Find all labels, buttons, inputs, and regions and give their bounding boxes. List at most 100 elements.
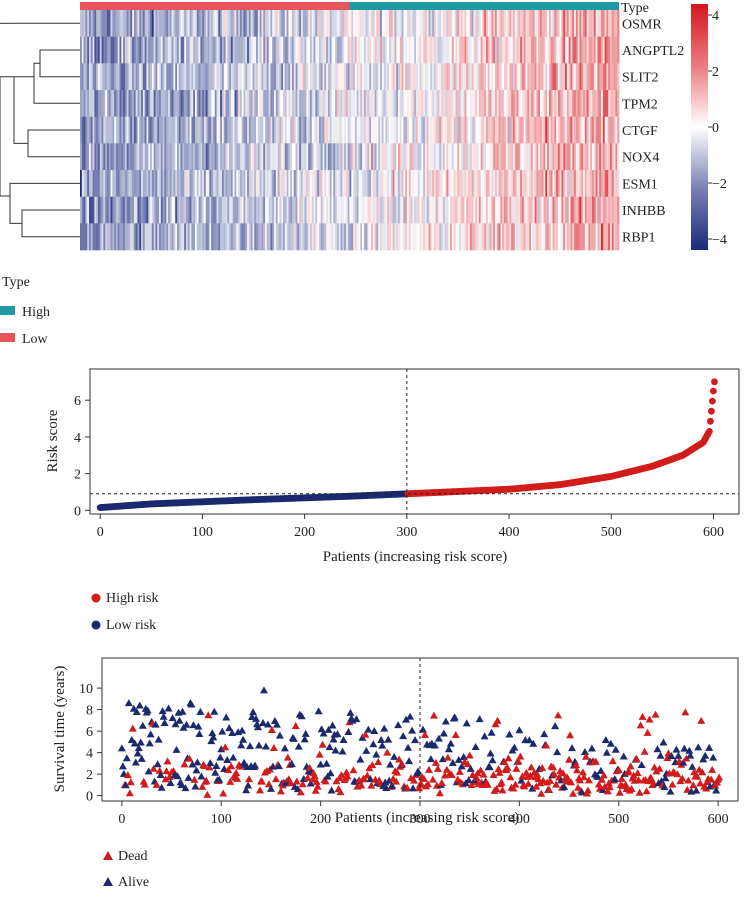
survival-point-alive xyxy=(593,772,602,780)
heatmap-cell xyxy=(532,223,535,251)
heatmap-cell xyxy=(521,10,525,37)
heatmap-cell xyxy=(599,90,602,117)
heatmap-cell xyxy=(286,223,289,251)
heatmap-cell xyxy=(311,143,314,171)
survival-point-dead xyxy=(455,767,464,775)
heatmap-cell xyxy=(225,223,228,251)
heatmap-cell xyxy=(471,10,474,37)
heatmap-cell xyxy=(230,63,234,91)
heatmap-cell xyxy=(81,170,84,197)
survival-point-dead xyxy=(715,773,724,781)
legend-label-low: Low xyxy=(22,332,49,347)
heatmap-cell xyxy=(324,10,327,37)
heatmap-cell xyxy=(202,63,205,91)
heatmap-cell xyxy=(236,170,239,197)
heatmap-cell xyxy=(433,196,437,224)
heatmap-cell xyxy=(166,170,169,197)
heatmap-cell xyxy=(173,170,176,197)
heatmap-cell xyxy=(371,63,374,91)
heatmap-cell xyxy=(194,36,198,64)
heatmap-cell xyxy=(308,223,311,251)
heatmap-cell xyxy=(376,116,379,144)
heatmap-cell xyxy=(322,116,325,144)
survival-point-alive xyxy=(619,752,628,760)
heatmap-cell xyxy=(239,143,243,171)
heatmap-cell xyxy=(502,143,505,171)
heatmap-cell xyxy=(196,10,199,37)
heatmap-cell xyxy=(548,196,552,224)
heatmap-cell xyxy=(115,36,119,64)
heatmap-cell xyxy=(433,116,437,144)
survival-point-alive xyxy=(171,720,180,728)
heatmap-cell xyxy=(198,170,201,197)
heatmap-cell xyxy=(254,143,257,171)
heatmap-cell xyxy=(252,63,255,91)
heatmap-cell xyxy=(586,143,589,171)
heatmap-cell xyxy=(572,170,575,197)
heatmap-cell xyxy=(495,36,498,64)
heatmap-cell xyxy=(171,90,174,117)
heatmap-cell xyxy=(141,116,144,144)
heatmap-cell xyxy=(482,63,485,91)
heatmap-cell xyxy=(315,196,318,224)
heatmap-cell xyxy=(259,196,262,224)
heatmap-cell xyxy=(442,223,446,251)
heatmap-cell xyxy=(110,223,113,251)
survival-point-alive xyxy=(659,738,668,746)
survival-point-dead xyxy=(566,731,575,739)
heatmap-cell xyxy=(203,116,207,144)
survival-point-alive xyxy=(505,730,514,738)
heatmap-cell xyxy=(424,36,428,64)
survival-point-dead xyxy=(583,786,592,794)
heatmap-cell xyxy=(313,36,316,64)
heatmap-cell xyxy=(484,116,487,144)
heatmap-cell xyxy=(550,143,553,171)
heatmap-cell xyxy=(302,36,305,64)
heatmap-cell xyxy=(358,90,361,117)
heatmap-cell xyxy=(392,36,395,64)
heatmap-cell xyxy=(550,63,553,91)
heatmap-cell xyxy=(203,170,207,197)
heatmap-cell xyxy=(189,90,192,117)
heatmap-cell xyxy=(437,36,440,64)
heatmap-cell xyxy=(254,170,257,197)
heatmap-cell xyxy=(568,116,571,144)
survival-point-alive xyxy=(709,753,718,761)
heatmap-cell xyxy=(462,90,465,117)
risk-points xyxy=(96,378,718,511)
heatmap-cell xyxy=(459,63,462,91)
heatmap-cell xyxy=(471,36,474,64)
heatmap-cell xyxy=(153,143,156,171)
heatmap-cell xyxy=(157,116,160,144)
heatmap-cell xyxy=(205,36,208,64)
heatmap-cell xyxy=(92,63,95,91)
heatmap-cell xyxy=(469,143,473,171)
heatmap-cell xyxy=(405,10,408,37)
heatmap-cell xyxy=(367,170,370,197)
heatmap-cell xyxy=(608,196,611,224)
heatmap-cell xyxy=(415,143,419,171)
heatmap-cell xyxy=(568,196,571,224)
heatmap-cell xyxy=(482,170,485,197)
heatmap-cell xyxy=(565,143,568,171)
survival-point-alive xyxy=(168,714,177,722)
heatmap-cell xyxy=(581,36,584,64)
heatmap-cell xyxy=(171,143,174,171)
heatmap-cell xyxy=(333,90,336,117)
heatmap-cell xyxy=(410,116,413,144)
heatmap-cell xyxy=(317,90,320,117)
survival-point-dead xyxy=(617,774,626,782)
heatmap-cell xyxy=(473,170,476,197)
heatmap-cell xyxy=(595,36,598,64)
heatmap-cell xyxy=(428,10,431,37)
survival-point-dead xyxy=(522,768,531,776)
heatmap-cell xyxy=(477,90,480,117)
heatmap-cell xyxy=(437,223,440,251)
survival-point-dead xyxy=(419,774,428,782)
heatmap-cell xyxy=(417,143,420,171)
heatmap-cell xyxy=(446,143,449,171)
heatmap-cell xyxy=(153,196,156,224)
heatmap-cell xyxy=(211,90,214,117)
heatmap-cell xyxy=(538,223,541,251)
risk-ytick-label: 2 xyxy=(74,468,81,483)
